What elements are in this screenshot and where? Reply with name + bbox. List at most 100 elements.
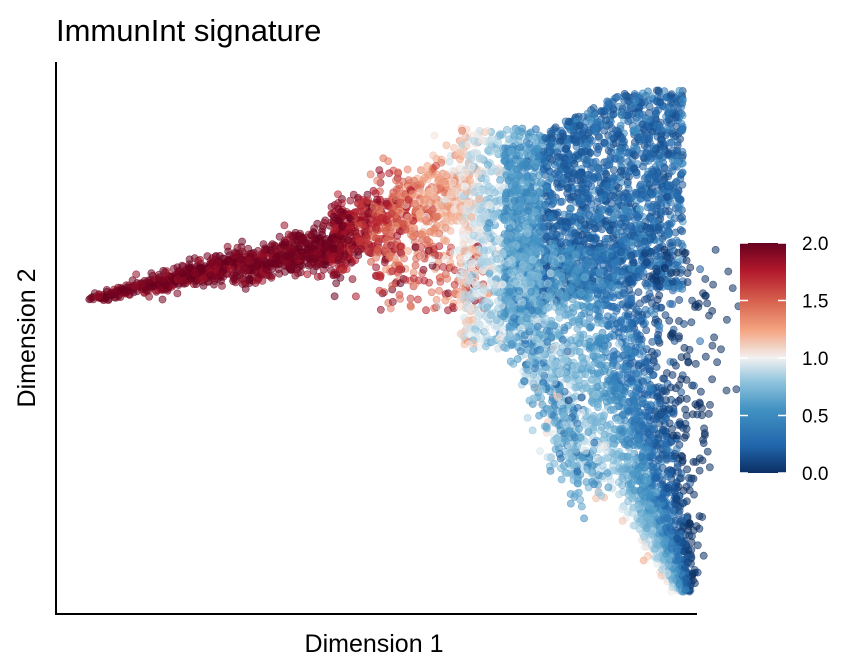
data-point <box>603 181 611 190</box>
data-point <box>344 214 353 222</box>
data-point <box>673 158 681 167</box>
data-point <box>564 234 573 242</box>
data-point <box>583 109 592 118</box>
data-point <box>620 96 629 105</box>
data-point <box>618 104 627 113</box>
data-point <box>384 157 393 165</box>
data-point <box>434 196 443 205</box>
data-point <box>392 176 400 185</box>
data-point <box>416 166 425 175</box>
data-point <box>473 318 482 326</box>
data-point <box>595 186 603 195</box>
data-point <box>351 292 360 301</box>
data-point <box>406 301 415 310</box>
data-point <box>563 184 572 192</box>
data-point <box>581 210 590 219</box>
data-point <box>521 180 530 189</box>
data-point <box>317 227 326 236</box>
data-point <box>191 269 199 278</box>
data-point <box>491 165 499 174</box>
data-point <box>374 237 383 246</box>
data-point <box>411 200 419 208</box>
data-point <box>601 139 610 148</box>
data-point <box>510 196 519 205</box>
data-point <box>617 110 626 119</box>
data-point <box>571 213 580 222</box>
data-point <box>551 123 560 132</box>
data-point <box>525 139 533 148</box>
data-point <box>432 295 441 304</box>
data-point <box>483 160 492 169</box>
data-point <box>647 170 656 179</box>
data-point <box>417 252 426 261</box>
data-point <box>206 271 215 280</box>
data-point <box>483 126 492 135</box>
data-point <box>435 286 443 295</box>
data-point <box>562 144 571 153</box>
data-point <box>627 251 636 260</box>
data-point <box>676 135 685 143</box>
data-point <box>632 210 641 219</box>
data-point <box>396 198 405 207</box>
data-point <box>399 177 407 186</box>
data-point <box>353 207 362 216</box>
data-point <box>344 236 353 245</box>
data-point <box>483 223 492 232</box>
data-point <box>162 267 171 275</box>
data-point <box>466 303 474 312</box>
data-point <box>388 281 397 290</box>
data-point <box>559 177 568 186</box>
data-point <box>348 275 357 283</box>
data-point <box>475 195 484 203</box>
data-point <box>481 325 490 334</box>
data-point <box>464 250 473 259</box>
data-point <box>354 200 363 208</box>
data-point <box>469 231 478 240</box>
data-point <box>648 127 657 136</box>
data-point <box>667 138 676 147</box>
data-point <box>567 193 576 202</box>
data-point <box>611 154 620 163</box>
data-point <box>638 120 647 129</box>
data-point <box>416 209 425 218</box>
data-point <box>611 126 620 135</box>
data-point <box>327 202 336 211</box>
data-point <box>413 181 422 190</box>
data-point <box>651 107 660 115</box>
data-point <box>373 195 381 204</box>
data-point <box>585 117 594 125</box>
data-point <box>331 225 339 234</box>
data-point <box>602 116 610 125</box>
data-point <box>448 166 457 175</box>
data-point <box>237 255 245 264</box>
data-point <box>242 266 251 275</box>
data-point <box>515 202 523 211</box>
data-point <box>560 161 568 170</box>
data-point <box>403 165 412 174</box>
data-point <box>419 265 428 274</box>
data-point <box>158 295 167 304</box>
data-point <box>281 238 289 247</box>
data-point <box>404 213 413 222</box>
data-point <box>669 132 678 141</box>
data-point <box>461 290 470 299</box>
data-point <box>705 463 714 472</box>
data-point <box>496 176 504 185</box>
data-point <box>500 216 509 225</box>
data-point <box>456 330 465 338</box>
data-point <box>406 294 415 303</box>
data-point <box>214 258 223 267</box>
data-point <box>540 222 548 231</box>
data-point <box>388 297 397 306</box>
data-point <box>461 168 470 177</box>
data-point <box>290 253 298 262</box>
data-point <box>470 148 479 157</box>
data-point <box>286 263 295 272</box>
data-point <box>637 134 646 143</box>
data-point <box>336 245 345 253</box>
data-point <box>535 171 543 180</box>
data-point <box>302 246 311 254</box>
data-point <box>664 230 673 239</box>
data-point <box>85 295 94 304</box>
data-point <box>600 107 609 116</box>
